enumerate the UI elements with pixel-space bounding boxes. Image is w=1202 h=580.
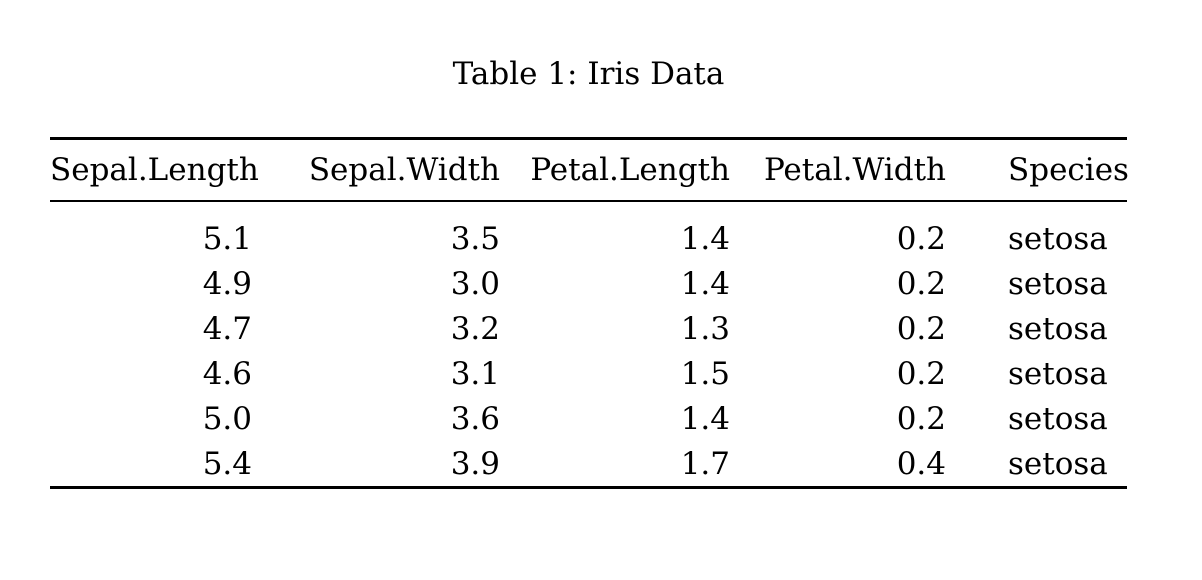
table-cell: 4.7	[202, 310, 252, 347]
table-cell: 1.4	[680, 265, 730, 302]
table-cell: 5.1	[202, 220, 252, 257]
table-cell: 1.5	[680, 355, 730, 392]
table-cell: 1.4	[680, 400, 730, 437]
table-cell: 1.3	[680, 310, 730, 347]
table-cell: setosa	[1008, 400, 1108, 437]
table-cell: 0.2	[896, 220, 946, 257]
table-cell: 4.6	[202, 355, 252, 392]
table-row: 4.9 3.0 1.4 0.2 setosa	[50, 261, 1127, 306]
table-cell: 3.9	[450, 445, 500, 482]
table-row: 5.1 3.5 1.4 0.2 setosa	[50, 201, 1127, 261]
table-cell: 1.4	[680, 220, 730, 257]
table-cell: setosa	[1008, 355, 1108, 392]
table-cell: 4.9	[202, 265, 252, 302]
table-cell: 3.0	[450, 265, 500, 302]
table-row: 5.0 3.6 1.4 0.2 setosa	[50, 396, 1127, 441]
column-header-sepal-length: Sepal.Length	[50, 138, 259, 202]
table-row: 5.4 3.9 1.7 0.4 setosa	[50, 441, 1127, 488]
table-cell: 5.4	[202, 445, 252, 482]
table-row: 4.6 3.1 1.5 0.2 setosa	[50, 351, 1127, 396]
table-cell: 3.2	[450, 310, 500, 347]
table-row: 4.7 3.2 1.3 0.2 setosa	[50, 306, 1127, 351]
column-header-petal-length: Petal.Length	[500, 138, 730, 202]
table-cell: 5.0	[202, 400, 252, 437]
table-cell: setosa	[1008, 310, 1108, 347]
table-cell: 3.1	[450, 355, 500, 392]
column-header-sepal-width: Sepal.Width	[252, 138, 500, 202]
table-cell: 3.5	[450, 220, 500, 257]
table-cell: setosa	[1008, 445, 1108, 482]
table-header-row: Sepal.Length Sepal.Width Petal.Length Pe…	[50, 138, 1129, 202]
column-header-species: Species	[946, 138, 1129, 202]
table-cell: 0.2	[896, 265, 946, 302]
table-cell: setosa	[1008, 220, 1108, 257]
table-cell: setosa	[1008, 265, 1108, 302]
table-cell: 0.4	[896, 445, 946, 482]
table-caption: Table 1: Iris Data	[452, 56, 725, 92]
table-cell: 1.7	[680, 445, 730, 482]
table-cell: 0.2	[896, 400, 946, 437]
column-header-petal-width: Petal.Width	[730, 138, 946, 202]
table-cell: 3.6	[450, 400, 500, 437]
table-cell: 0.2	[896, 310, 946, 347]
iris-data-table: Sepal.Length Sepal.Width Petal.Length Pe…	[50, 137, 1129, 489]
table-cell: 0.2	[896, 355, 946, 392]
